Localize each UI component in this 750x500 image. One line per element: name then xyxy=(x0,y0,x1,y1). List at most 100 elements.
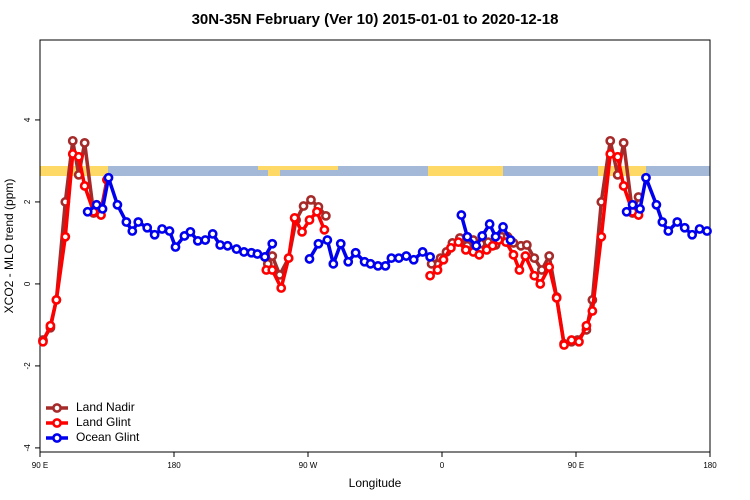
data-point xyxy=(335,238,346,249)
data-point xyxy=(635,203,645,214)
data-point xyxy=(663,226,674,236)
land-strip xyxy=(40,166,108,176)
data-point xyxy=(694,224,705,234)
data-point xyxy=(313,238,324,249)
data-point xyxy=(289,213,300,223)
x-tick-label: 0 xyxy=(440,461,445,470)
data-point xyxy=(82,206,93,217)
data-point xyxy=(304,215,315,225)
data-point xyxy=(373,260,383,271)
data-point xyxy=(408,254,419,265)
data-point xyxy=(259,251,270,262)
chart-title: 30N-35N February (Ver 10) 2015-01-01 to … xyxy=(192,11,559,28)
y-tick-label: -4 xyxy=(23,444,32,452)
data-point xyxy=(319,224,330,235)
data-point xyxy=(267,238,278,249)
data-point xyxy=(67,135,78,146)
plot-frame xyxy=(39,39,711,453)
legend-label: Land Nadir xyxy=(76,400,135,414)
series-line xyxy=(86,175,274,259)
data-point xyxy=(306,194,316,205)
data-point xyxy=(276,283,287,293)
data-point xyxy=(581,320,592,331)
data-point xyxy=(328,258,339,269)
legend-marker xyxy=(52,433,62,443)
data-point xyxy=(252,249,263,259)
data-point xyxy=(657,217,668,227)
data-point xyxy=(157,224,167,234)
data-point xyxy=(401,251,412,261)
data-point xyxy=(170,242,181,252)
data-point xyxy=(618,181,629,191)
data-point xyxy=(498,222,508,232)
data-point xyxy=(215,240,226,250)
data-point xyxy=(612,151,623,162)
data-point xyxy=(283,253,294,263)
data-point xyxy=(605,135,616,146)
land-strip xyxy=(268,166,280,176)
data-point xyxy=(142,222,153,233)
data-point xyxy=(149,229,160,240)
land-strip xyxy=(428,166,503,176)
data-point xyxy=(621,206,632,217)
data-point xyxy=(103,172,114,183)
x-axis-label: Longitude xyxy=(349,476,402,490)
data-point xyxy=(460,244,471,255)
data-point xyxy=(267,251,278,261)
data-point xyxy=(38,336,48,347)
data-point xyxy=(192,235,203,246)
x-tick-label: 90 E xyxy=(568,461,584,470)
data-point xyxy=(312,206,322,217)
data-point xyxy=(200,235,211,245)
series xyxy=(38,149,644,350)
data-point xyxy=(544,251,555,261)
data-point xyxy=(487,240,498,251)
data-point xyxy=(672,217,683,227)
series xyxy=(82,172,712,271)
data-point xyxy=(432,265,443,275)
data-point xyxy=(477,231,488,241)
data-point xyxy=(121,217,132,227)
data-point xyxy=(73,151,84,162)
data-point xyxy=(222,240,233,251)
data-point xyxy=(462,231,473,242)
data-point xyxy=(45,320,56,331)
data-point xyxy=(304,254,315,264)
data-point xyxy=(380,260,391,271)
data-point xyxy=(320,210,331,221)
y-tick-label: 2 xyxy=(23,199,32,204)
x-tick-label: 180 xyxy=(703,461,717,470)
data-point xyxy=(514,265,525,275)
data-point xyxy=(185,226,196,237)
x-tick-label: 90 E xyxy=(32,461,48,470)
data-point xyxy=(97,203,108,214)
data-point xyxy=(386,253,397,263)
data-point xyxy=(574,336,584,347)
data-point xyxy=(425,270,435,281)
data-point xyxy=(322,235,333,245)
y-tick-label: 0 xyxy=(23,281,32,286)
y-tick-label: -2 xyxy=(23,362,32,370)
data-point xyxy=(551,292,562,303)
x-tick-label: 90 W xyxy=(299,461,318,470)
data-point xyxy=(438,254,449,265)
data-point xyxy=(520,251,531,261)
data-point xyxy=(641,172,651,183)
data-point xyxy=(529,253,540,263)
data-point xyxy=(446,242,456,253)
y-tick-label: 4 xyxy=(23,117,32,122)
data-point xyxy=(544,262,555,273)
legend-label: Ocean Glint xyxy=(76,430,140,444)
data-point xyxy=(627,199,638,210)
data-point xyxy=(687,229,698,240)
series-line xyxy=(41,152,109,343)
data-point xyxy=(587,306,598,316)
data-point xyxy=(535,279,546,289)
data-point xyxy=(651,199,662,210)
data-point xyxy=(474,249,485,260)
data-point xyxy=(505,235,516,245)
data-point xyxy=(596,231,607,242)
data-point xyxy=(456,210,467,220)
